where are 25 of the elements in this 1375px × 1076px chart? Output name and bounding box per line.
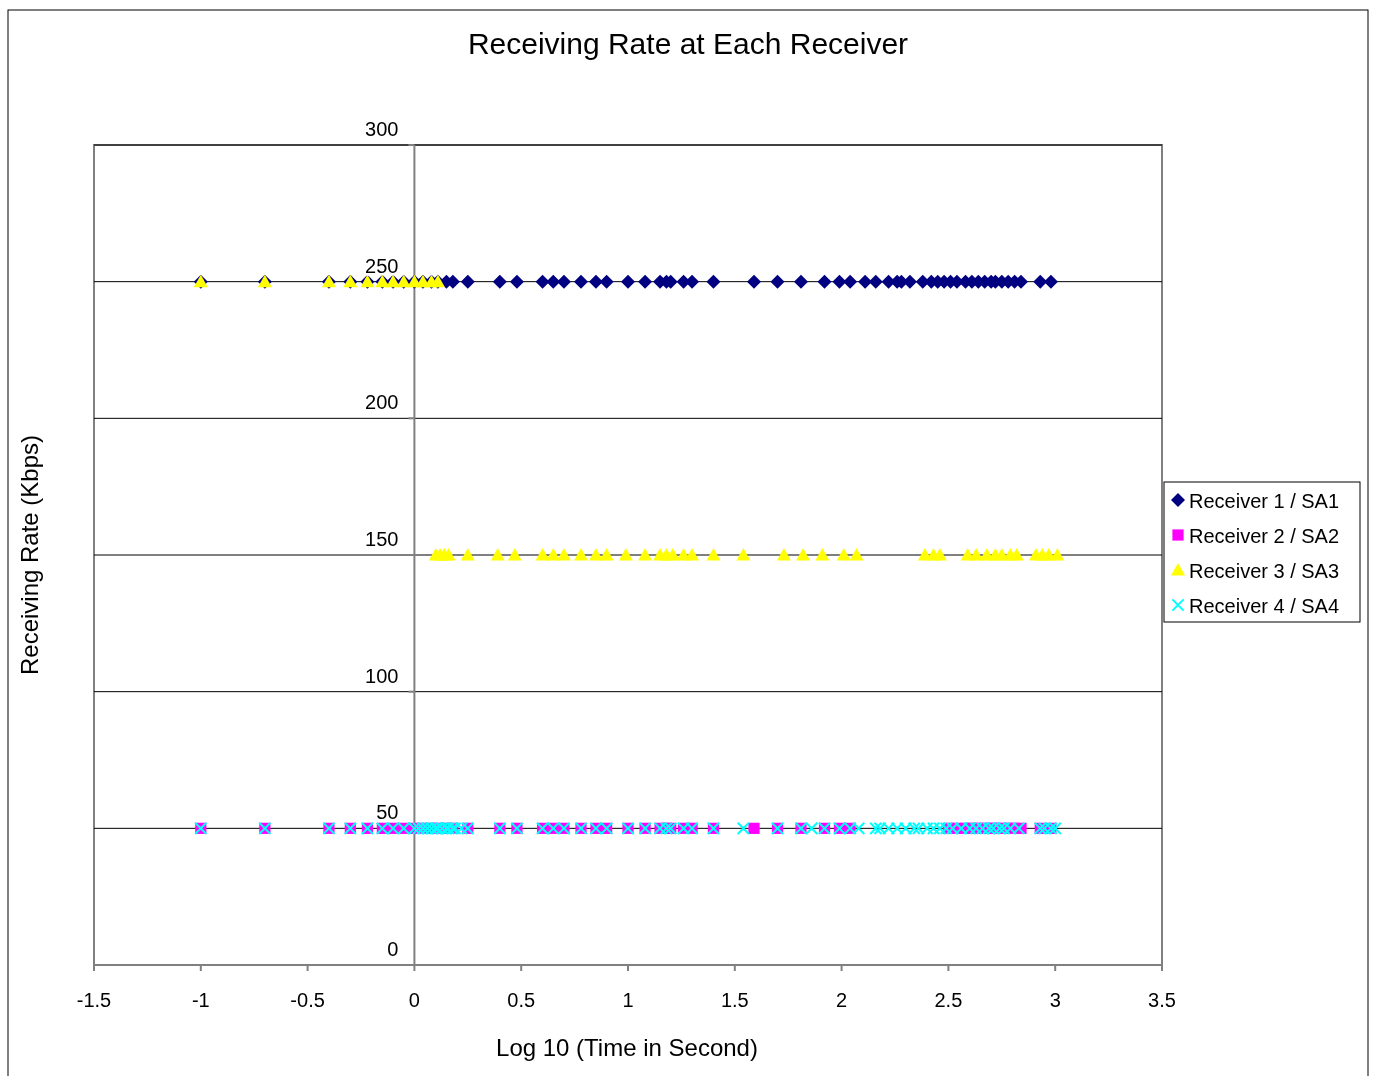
- y-axis-title: Receiving Rate (Kbps): [16, 434, 43, 676]
- x-tick-label: 3: [1049, 989, 1061, 1011]
- legend-label: Receiver 2 / SA2: [1189, 525, 1340, 547]
- legend-label: Receiver 3 / SA3: [1189, 560, 1340, 582]
- y-tick-label: 250: [365, 254, 399, 277]
- x-tick-label: -1.5: [76, 989, 112, 1011]
- x-tick-label: -0.5: [290, 989, 325, 1011]
- x-tick-label: 2: [836, 989, 848, 1011]
- chart-title: Receiving Rate at Each Receiver: [467, 27, 909, 60]
- x-tick-label: 3.5: [1148, 989, 1176, 1011]
- y-tick-label: 150: [365, 528, 399, 550]
- y-tick-label: 100: [365, 664, 399, 687]
- x-tick-label: 1.5: [720, 989, 749, 1011]
- x-tick-label: 0: [408, 989, 420, 1011]
- y-tick-label: 0: [387, 938, 399, 960]
- y-tick-label: 200: [365, 391, 399, 414]
- y-tick-label: 300: [365, 118, 399, 140]
- x-tick-label: -1: [191, 989, 210, 1011]
- x-tick-label: 0.5: [507, 989, 536, 1011]
- legend-label: Receiver 1 / SA1: [1189, 490, 1340, 512]
- y-tick-label: 50: [376, 801, 399, 824]
- legend-label: Receiver 4 / SA4: [1189, 595, 1340, 617]
- x-tick-label: 1: [622, 989, 634, 1011]
- x-axis-title: Log 10 (Time in Second): [496, 1034, 758, 1061]
- x-tick-label: 2.5: [934, 989, 963, 1011]
